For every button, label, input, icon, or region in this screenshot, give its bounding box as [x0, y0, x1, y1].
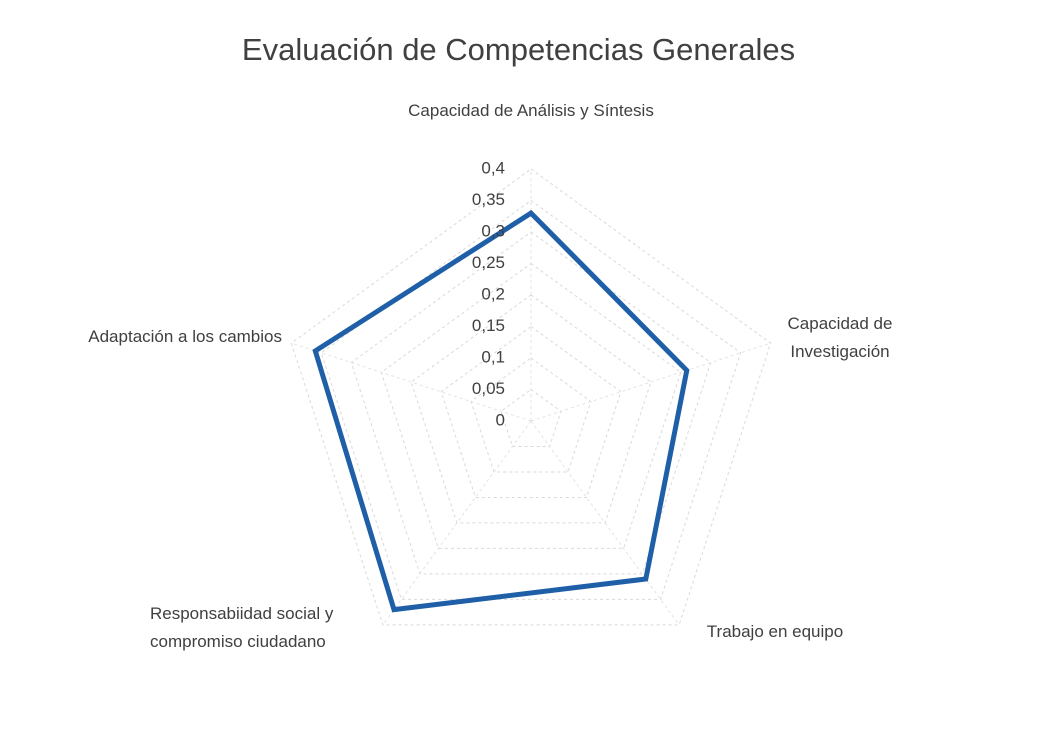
grid-ring: [380, 262, 682, 549]
r-tick-label: 0,1: [481, 347, 505, 366]
category-label: Capacidad de Análisis y Síntesis: [408, 101, 654, 120]
grid-ring: [350, 231, 712, 575]
r-tick-label: 0,4: [481, 158, 505, 177]
grid-ring: [290, 168, 772, 626]
spoke: [530, 342, 771, 422]
r-tick-label: 0,05: [472, 379, 505, 398]
spoke: [382, 420, 532, 626]
category-label: Trabajo en equipo: [706, 622, 844, 641]
r-tick-label: 0,25: [472, 253, 505, 272]
r-tick-label: 0,35: [472, 190, 505, 209]
category-label: Responsabiidad social y compromiso ciuda…: [150, 604, 334, 651]
category-label: Capacidad de Investigación: [787, 314, 893, 361]
spoke: [291, 342, 532, 422]
chart-title: Evaluación de Competencias Generales: [241, 32, 796, 67]
spoke: [530, 420, 680, 626]
grid-ring: [500, 388, 562, 447]
grid-ring: [440, 325, 622, 498]
data-line: [312, 209, 690, 613]
grid-ring: [320, 199, 742, 600]
r-tick-label: 0,15: [472, 316, 505, 335]
r-tick-label: 0,2: [481, 284, 505, 303]
r-tick-label: 0,3: [481, 221, 505, 240]
grid-ring: [470, 357, 592, 473]
category-label: Adaptación a los cambios: [88, 327, 282, 346]
r-tick-label: 0: [496, 410, 505, 429]
